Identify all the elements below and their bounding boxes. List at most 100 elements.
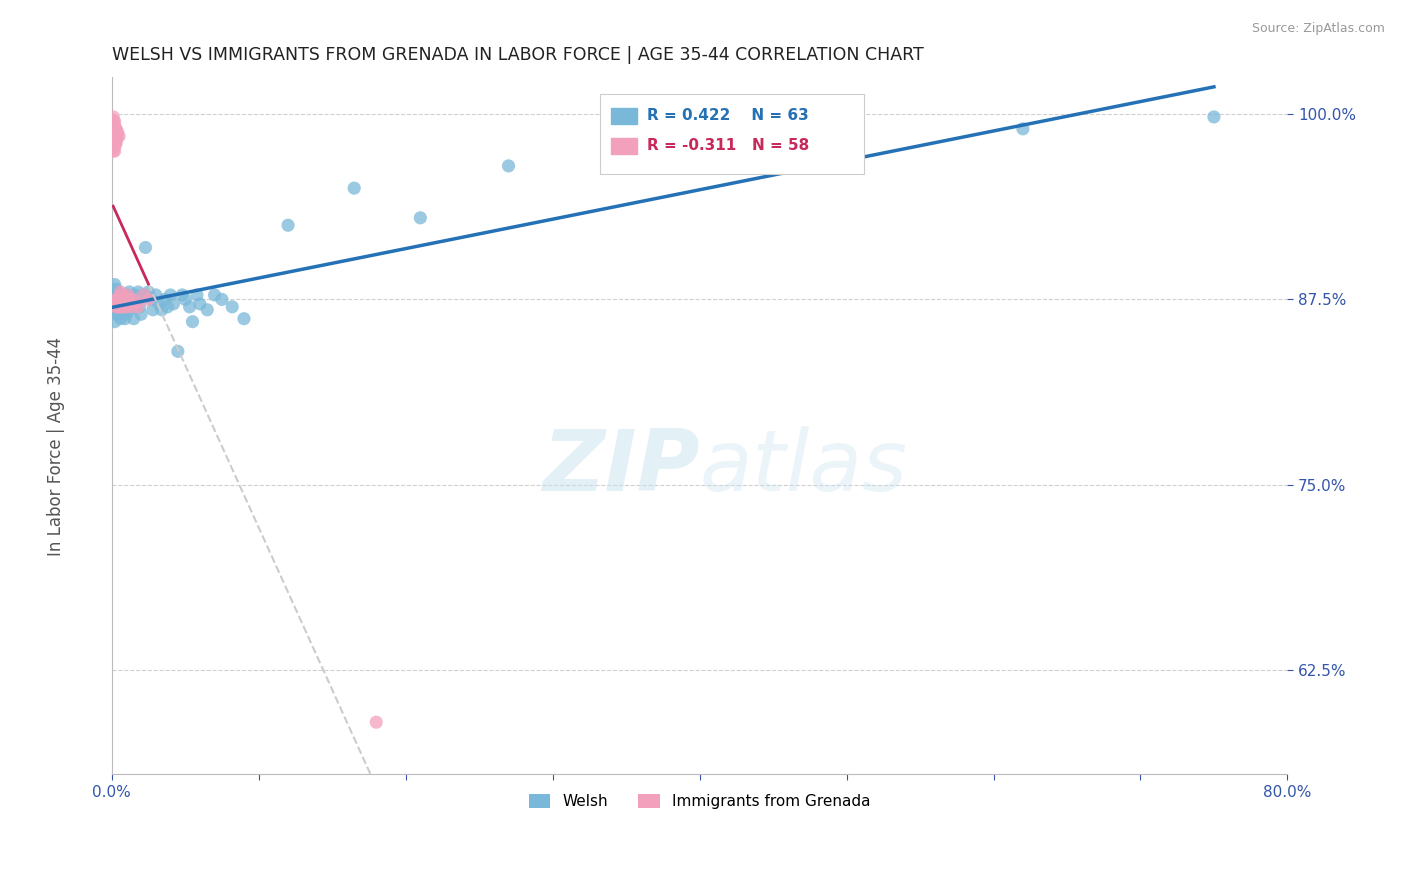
Point bbox=[112, 302, 135, 317]
Point bbox=[107, 285, 129, 299]
Point bbox=[105, 307, 128, 321]
Point bbox=[101, 297, 124, 311]
Point bbox=[110, 300, 132, 314]
Point bbox=[117, 288, 139, 302]
Point bbox=[104, 119, 127, 133]
Point bbox=[107, 297, 129, 311]
Point bbox=[115, 293, 138, 307]
Point bbox=[101, 119, 124, 133]
Point bbox=[108, 293, 131, 307]
Point bbox=[124, 297, 146, 311]
Point bbox=[105, 136, 128, 151]
Point bbox=[111, 300, 134, 314]
Point bbox=[104, 129, 127, 144]
Point bbox=[105, 121, 128, 136]
Point bbox=[159, 288, 181, 302]
Point bbox=[111, 293, 134, 307]
Point bbox=[118, 285, 141, 299]
Point bbox=[1202, 110, 1225, 124]
Point bbox=[107, 129, 129, 144]
Point bbox=[104, 125, 127, 139]
Point bbox=[104, 277, 127, 292]
Point bbox=[134, 240, 156, 254]
Point bbox=[129, 307, 152, 321]
Point bbox=[221, 300, 243, 314]
Point bbox=[125, 297, 148, 311]
Point bbox=[107, 125, 129, 139]
Point bbox=[120, 293, 142, 307]
Text: R = -0.311   N = 58: R = -0.311 N = 58 bbox=[647, 138, 808, 153]
Point bbox=[114, 311, 136, 326]
Point bbox=[277, 219, 299, 233]
Point bbox=[110, 288, 132, 302]
Point bbox=[111, 288, 134, 302]
Point bbox=[141, 293, 163, 307]
Point bbox=[114, 300, 136, 314]
Point bbox=[108, 129, 131, 144]
Point bbox=[112, 297, 135, 311]
Point bbox=[195, 302, 218, 317]
Point bbox=[181, 315, 204, 329]
Point bbox=[105, 297, 128, 311]
Point bbox=[127, 285, 149, 299]
Point bbox=[104, 121, 127, 136]
Point bbox=[105, 134, 128, 148]
Point bbox=[105, 293, 128, 307]
Point bbox=[107, 293, 129, 307]
Point bbox=[112, 291, 135, 305]
Text: Source: ZipAtlas.com: Source: ZipAtlas.com bbox=[1251, 22, 1385, 36]
Point bbox=[138, 293, 160, 307]
Point bbox=[121, 300, 143, 314]
Point bbox=[174, 293, 197, 307]
Point bbox=[110, 285, 132, 299]
Point bbox=[105, 300, 128, 314]
Text: atlas: atlas bbox=[700, 425, 907, 508]
Point bbox=[101, 288, 124, 302]
Text: R = 0.422    N = 63: R = 0.422 N = 63 bbox=[647, 109, 808, 123]
Point bbox=[104, 144, 127, 158]
Point bbox=[366, 715, 388, 730]
Point bbox=[153, 293, 176, 307]
Point bbox=[148, 297, 170, 311]
Point bbox=[105, 129, 128, 144]
Legend: Welsh, Immigrants from Grenada: Welsh, Immigrants from Grenada bbox=[523, 788, 876, 815]
Point bbox=[108, 307, 131, 321]
Point bbox=[343, 181, 366, 195]
Point bbox=[105, 282, 128, 296]
Point bbox=[188, 297, 211, 311]
Point bbox=[104, 114, 127, 128]
Point bbox=[101, 114, 124, 128]
Point bbox=[107, 300, 129, 314]
Point bbox=[115, 293, 138, 307]
Point bbox=[172, 288, 194, 302]
Point bbox=[124, 288, 146, 302]
Point bbox=[409, 211, 432, 225]
Point bbox=[142, 302, 165, 317]
Point bbox=[117, 288, 139, 302]
Point bbox=[179, 300, 201, 314]
Point bbox=[101, 144, 124, 158]
Point bbox=[121, 300, 143, 314]
Point bbox=[101, 136, 124, 151]
Point bbox=[128, 300, 150, 314]
Point bbox=[186, 288, 208, 302]
Point bbox=[233, 311, 256, 326]
Point bbox=[104, 134, 127, 148]
Point bbox=[101, 121, 124, 136]
Point bbox=[1012, 121, 1035, 136]
Point bbox=[122, 293, 145, 307]
Point bbox=[110, 311, 132, 326]
Bar bbox=[612, 108, 637, 124]
Point bbox=[101, 110, 124, 124]
Point bbox=[162, 297, 184, 311]
Bar bbox=[599, 95, 865, 175]
Point bbox=[114, 293, 136, 307]
Text: WELSH VS IMMIGRANTS FROM GRENADA IN LABOR FORCE | AGE 35-44 CORRELATION CHART: WELSH VS IMMIGRANTS FROM GRENADA IN LABO… bbox=[111, 46, 924, 64]
Point bbox=[211, 293, 233, 307]
Point bbox=[105, 293, 128, 307]
Point bbox=[110, 300, 132, 314]
Point bbox=[104, 300, 127, 314]
Point bbox=[110, 293, 132, 307]
Point bbox=[115, 300, 138, 314]
Text: In Labor Force | Age 35-44: In Labor Force | Age 35-44 bbox=[48, 336, 65, 556]
